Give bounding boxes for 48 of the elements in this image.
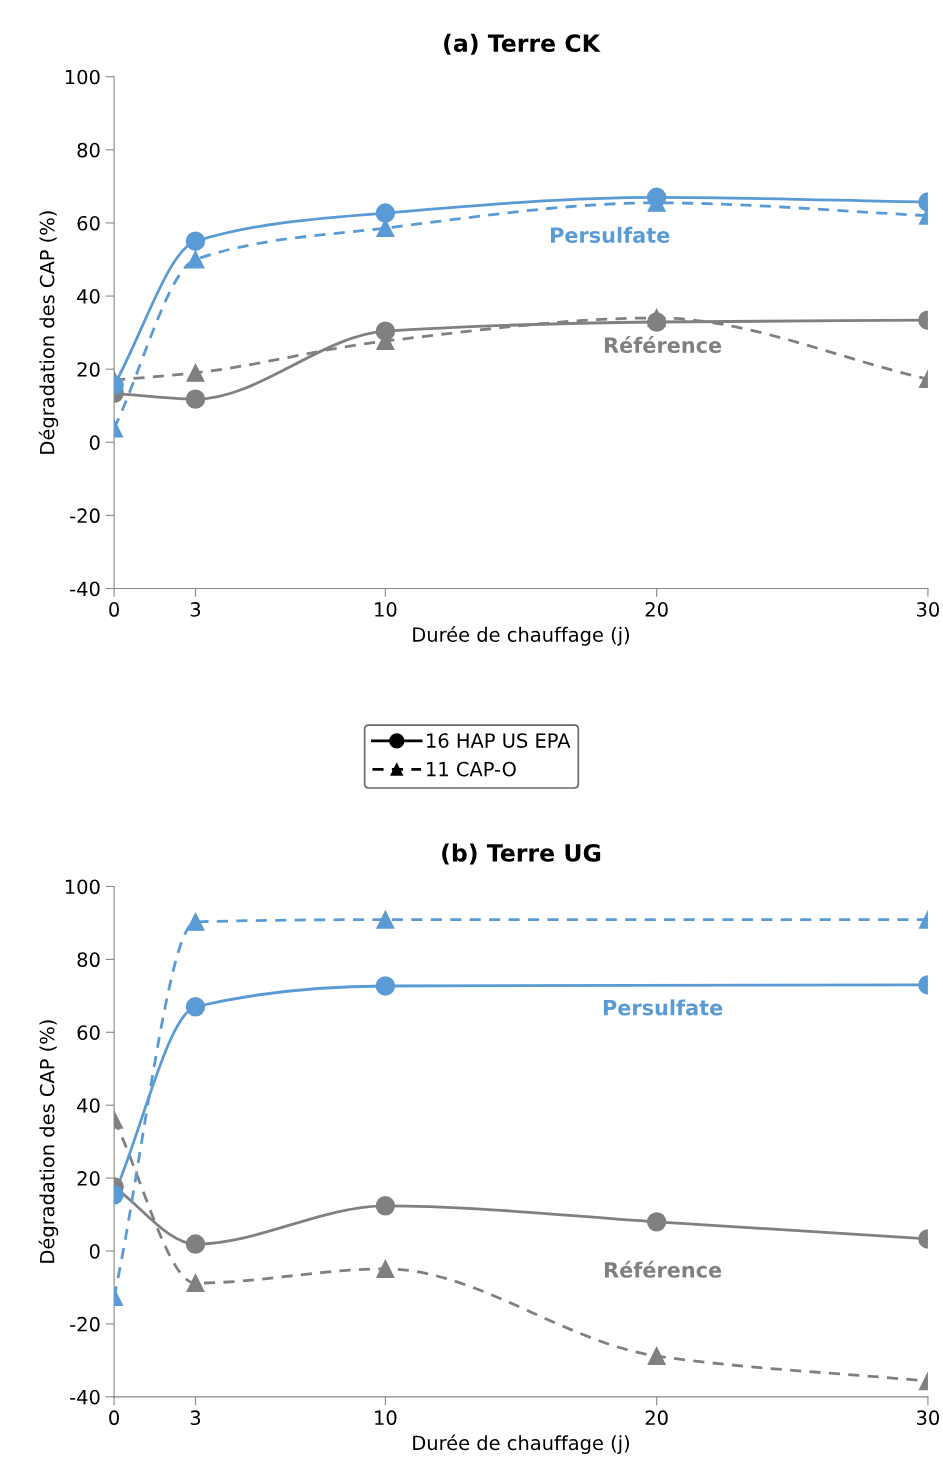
point bbox=[185, 231, 206, 251]
y-tick-label: -40 bbox=[70, 1389, 100, 1405]
point bbox=[186, 250, 205, 269]
y-tick-label: -40 bbox=[70, 581, 100, 597]
x-tick-label: 20 bbox=[645, 602, 668, 617]
y-tick-label: 80 bbox=[77, 142, 100, 158]
x-tick-label: 30 bbox=[917, 602, 939, 617]
annotation: Persulfate bbox=[603, 999, 723, 1016]
y-tick-label: 40 bbox=[77, 1098, 100, 1113]
y-tick-label: 100 bbox=[65, 69, 100, 85]
x-axis-title: Durée de chauffage (j) bbox=[413, 626, 630, 646]
annotation: Référence bbox=[604, 1260, 722, 1278]
y-tick-label: 60 bbox=[77, 1025, 100, 1040]
y-tick-label: 100 bbox=[65, 879, 100, 895]
point bbox=[375, 203, 396, 223]
annotation: Référence bbox=[604, 336, 722, 353]
point bbox=[375, 321, 396, 341]
point bbox=[186, 1274, 205, 1293]
point bbox=[185, 1234, 206, 1254]
y-tick-label: 20 bbox=[77, 1171, 100, 1186]
x-tick-label: 0 bbox=[109, 602, 119, 617]
x-tick-label: 3 bbox=[190, 1410, 201, 1426]
text: 11 CAP-O bbox=[427, 761, 516, 777]
y-tick-label: 40 bbox=[77, 289, 100, 304]
y-tick-label: -20 bbox=[70, 508, 100, 524]
point bbox=[376, 1259, 395, 1278]
y-axis-title: Dégradation des CAP (%) bbox=[38, 1020, 59, 1263]
x-tick-label: 0 bbox=[109, 1410, 119, 1426]
x-tick-label: 30 bbox=[917, 1410, 939, 1426]
y-tick-label: 80 bbox=[77, 952, 100, 968]
chart-title: (b) Terre UG bbox=[442, 843, 601, 865]
y-axis-title: Dégradation des CAP (%) bbox=[38, 211, 59, 454]
x-tick-label: 3 bbox=[190, 602, 201, 617]
annotation: Persulfate bbox=[551, 226, 670, 243]
y-tick-label: -20 bbox=[70, 1316, 100, 1332]
point bbox=[186, 363, 205, 382]
text: 16 HAP US EPA bbox=[427, 733, 571, 748]
x-tick-label: 20 bbox=[645, 1410, 668, 1426]
y-tick-label: 0 bbox=[89, 435, 100, 450]
y-tick-label: 20 bbox=[77, 362, 100, 377]
y-tick-label: 0 bbox=[89, 1243, 100, 1259]
x-axis-title: Durée de chauffage (j) bbox=[413, 1434, 630, 1454]
point bbox=[375, 1196, 396, 1216]
point bbox=[185, 389, 206, 409]
x-tick-label: 10 bbox=[375, 1410, 397, 1426]
y-tick-label: 60 bbox=[77, 215, 100, 231]
x-tick-label: 10 bbox=[375, 602, 397, 617]
chart-title: (a) Terre CK bbox=[444, 33, 601, 55]
